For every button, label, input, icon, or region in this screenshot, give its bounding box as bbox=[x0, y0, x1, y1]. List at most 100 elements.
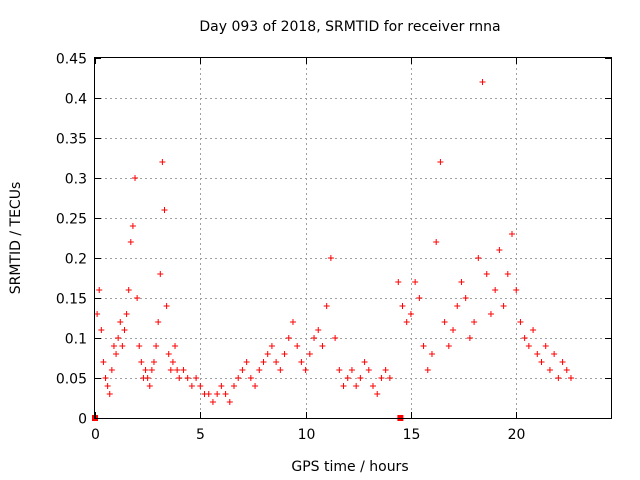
data-point bbox=[420, 343, 427, 349]
data-point bbox=[193, 375, 200, 381]
data-point bbox=[125, 287, 132, 293]
data-point bbox=[412, 279, 419, 285]
data-point bbox=[298, 359, 305, 365]
data-point bbox=[121, 327, 128, 333]
data-point bbox=[450, 327, 457, 333]
data-point bbox=[525, 343, 532, 349]
data-point bbox=[563, 367, 570, 373]
data-point bbox=[273, 359, 280, 365]
data-point bbox=[256, 367, 263, 373]
data-point bbox=[517, 319, 524, 325]
y-tick-label: 0.15 bbox=[56, 292, 87, 308]
data-point bbox=[110, 343, 117, 349]
data-point bbox=[399, 303, 406, 309]
data-point bbox=[546, 367, 553, 373]
data-point bbox=[102, 375, 109, 381]
data-point bbox=[382, 367, 389, 373]
data-point bbox=[169, 359, 176, 365]
data-point bbox=[458, 279, 465, 285]
y-tick-label: 0 bbox=[78, 412, 87, 428]
data-point bbox=[386, 375, 393, 381]
data-point bbox=[117, 319, 124, 325]
data-point bbox=[374, 391, 381, 397]
data-point bbox=[332, 335, 339, 341]
data-point bbox=[542, 343, 549, 349]
data-point bbox=[311, 335, 318, 341]
data-point bbox=[113, 351, 120, 357]
data-point bbox=[462, 295, 469, 301]
data-point bbox=[428, 351, 435, 357]
grid-lines bbox=[95, 58, 611, 418]
plot-frame bbox=[94, 57, 612, 419]
y-axis-title: SRMTID / TECUs bbox=[8, 182, 24, 295]
y-axis-ticks: 0 0.05 0.1 0.15 0.2 0.25 0.3 0.35 0.4 0.45 bbox=[56, 52, 611, 428]
x-axis-ticks: 0 5 10 15 20 bbox=[91, 58, 525, 443]
data-point bbox=[289, 319, 296, 325]
data-point bbox=[239, 367, 246, 373]
data-point bbox=[142, 367, 149, 373]
data-point bbox=[268, 343, 275, 349]
data-point bbox=[445, 343, 452, 349]
data-point bbox=[96, 287, 103, 293]
data-point bbox=[150, 359, 157, 365]
data-point bbox=[252, 383, 259, 389]
data-point bbox=[357, 375, 364, 381]
data-point bbox=[340, 383, 347, 389]
data-point bbox=[504, 271, 511, 277]
data-point bbox=[218, 383, 225, 389]
data-point bbox=[483, 271, 490, 277]
data-point bbox=[167, 367, 174, 373]
data-point bbox=[115, 335, 122, 341]
data-point bbox=[441, 319, 448, 325]
y-tick-label: 0.4 bbox=[65, 92, 87, 108]
data-point bbox=[559, 359, 566, 365]
data-point bbox=[327, 255, 334, 261]
data-point bbox=[395, 279, 402, 285]
data-point bbox=[222, 391, 229, 397]
data-point bbox=[500, 303, 507, 309]
data-point bbox=[475, 255, 482, 261]
data-point bbox=[129, 223, 136, 229]
data-point bbox=[492, 287, 499, 293]
data-point bbox=[454, 303, 461, 309]
data-point bbox=[174, 367, 181, 373]
data-point bbox=[247, 375, 254, 381]
data-point bbox=[123, 311, 130, 317]
data-point bbox=[226, 399, 233, 405]
chart-title: Day 093 of 2018, SRMTID for receiver rnn… bbox=[199, 19, 500, 35]
y-tick-label: 0.25 bbox=[56, 212, 87, 228]
data-point bbox=[197, 383, 204, 389]
x-axis-title: GPS time / hours bbox=[291, 459, 408, 475]
data-point bbox=[144, 375, 151, 381]
data-point bbox=[155, 319, 162, 325]
data-point bbox=[530, 327, 537, 333]
data-point bbox=[353, 383, 360, 389]
data-point bbox=[172, 343, 179, 349]
data-point bbox=[235, 375, 242, 381]
data-point bbox=[205, 391, 212, 397]
data-point bbox=[157, 271, 164, 277]
data-point bbox=[496, 247, 503, 253]
y-tick-label: 0.3 bbox=[65, 172, 87, 188]
data-point bbox=[281, 351, 288, 357]
data-point bbox=[344, 375, 351, 381]
data-points bbox=[94, 79, 574, 405]
data-point bbox=[378, 375, 385, 381]
data-point bbox=[403, 319, 410, 325]
data-point bbox=[108, 367, 115, 373]
data-point bbox=[119, 343, 126, 349]
x-tick-label: 5 bbox=[196, 427, 205, 443]
data-point bbox=[416, 295, 423, 301]
data-point bbox=[348, 367, 355, 373]
data-point bbox=[336, 367, 343, 373]
data-point bbox=[264, 351, 271, 357]
data-point bbox=[567, 375, 574, 381]
y-tick-label: 0.45 bbox=[56, 52, 87, 68]
data-point bbox=[209, 399, 216, 405]
data-point bbox=[487, 311, 494, 317]
data-point bbox=[159, 159, 166, 165]
data-point bbox=[98, 327, 105, 333]
data-point bbox=[407, 311, 414, 317]
y-tick-label: 0.05 bbox=[56, 372, 87, 388]
